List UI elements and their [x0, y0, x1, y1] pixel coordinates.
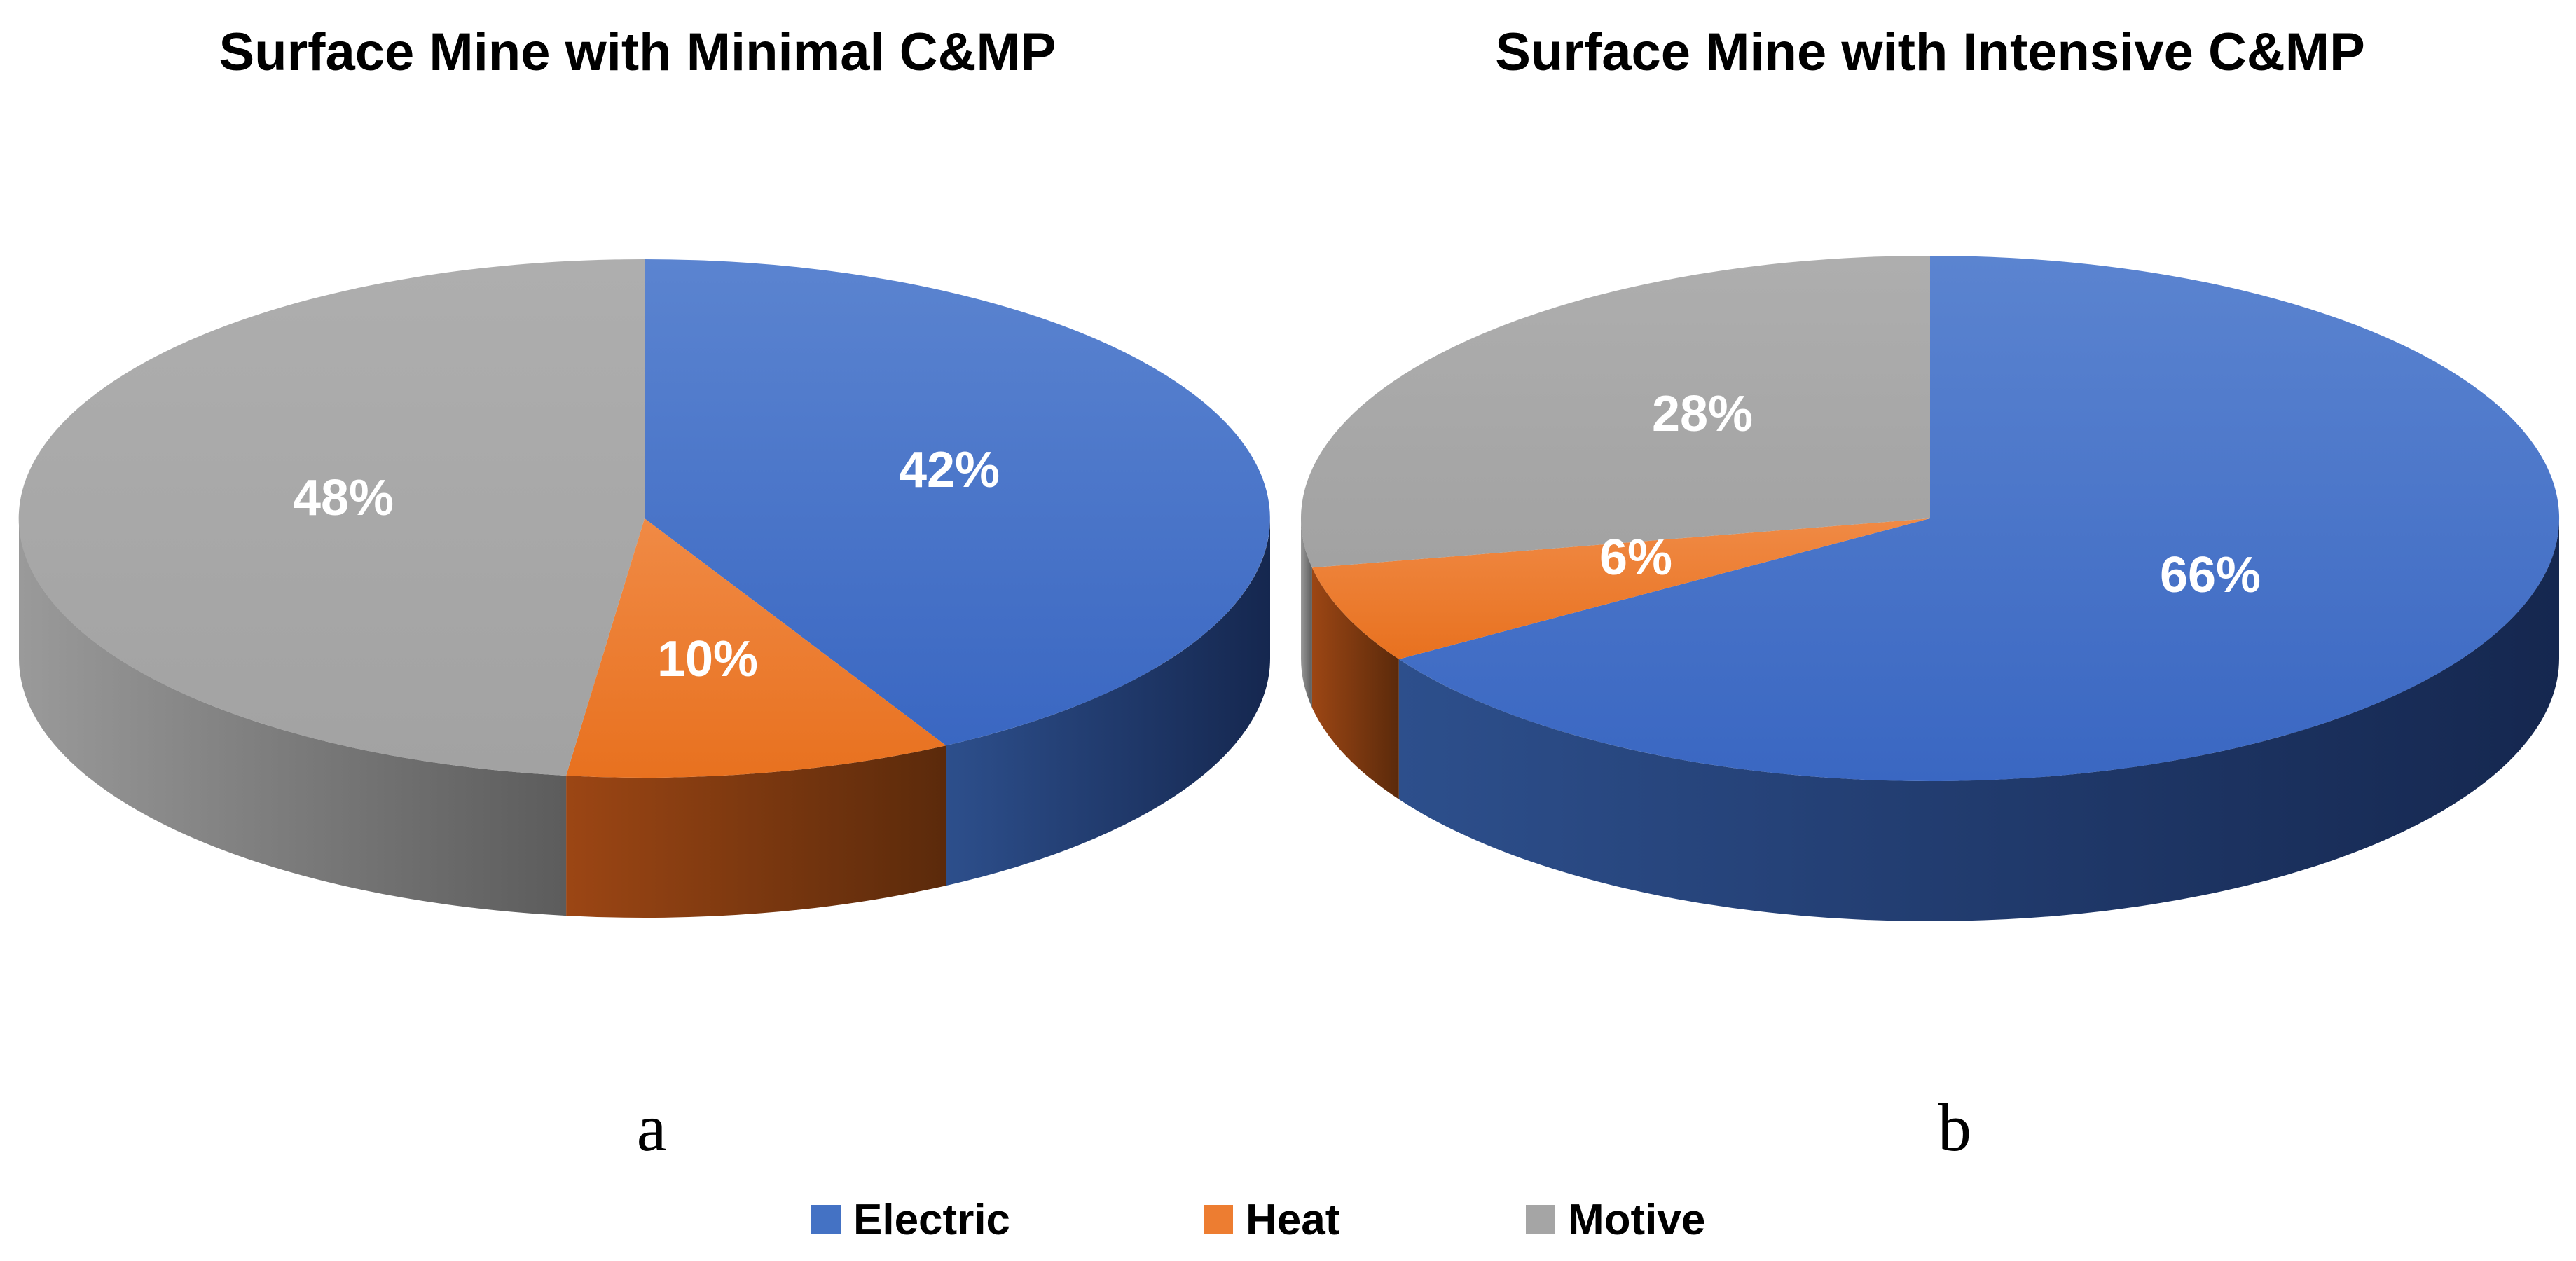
legend: Electric Heat Motive [811, 1196, 1705, 1244]
panel-letter-a: a [637, 1090, 667, 1165]
pie-side-motive-b [1300, 518, 1312, 708]
slice-label-electric-b: 66% [2160, 547, 2261, 603]
slice-label-motive-b: 28% [1652, 386, 1753, 442]
pie-body-b: 66% 6% 28% [1300, 256, 2560, 921]
pie-side-electric-b [1398, 518, 2559, 921]
slice-label-electric-a: 42% [899, 442, 1000, 498]
legend-item-motive: Motive [1526, 1196, 1705, 1244]
pie-side-electric-a [946, 518, 1270, 886]
pie-slice-heat-b [1311, 518, 1930, 659]
pie-body-a: 42% 10% 48% [18, 259, 1270, 918]
pie-slice-motive-b [1300, 256, 1930, 568]
pie-chart-b: Surface Mine with Intensive C&MP 66% 6% 28… [1300, 22, 2560, 1165]
slice-label-motive-a: 48% [293, 470, 394, 526]
panel-letter-b: b [1938, 1090, 1971, 1165]
pie-side-heat-a [566, 745, 946, 918]
pie-chart-a: Surface Mine with Minimal C&MP 42% 10% 48%… [18, 22, 1270, 1165]
slice-label-heat-a: 10% [657, 631, 758, 687]
pie-slice-heat-a [566, 518, 946, 778]
legend-swatch-heat [1204, 1205, 1233, 1234]
legend-label-electric: Electric [853, 1196, 1010, 1244]
chart-title-a: Surface Mine with Minimal C&MP [219, 22, 1056, 82]
chart-title-b: Surface Mine with Intensive C&MP [1495, 22, 2365, 82]
legend-label-heat: Heat [1246, 1196, 1339, 1244]
legend-swatch-electric [811, 1205, 841, 1234]
legend-item-heat: Heat [1204, 1196, 1339, 1244]
pie-slice-electric-a [645, 259, 1270, 746]
pie-slice-motive-a [18, 259, 645, 776]
pie-side-heat-b [1311, 567, 1399, 799]
pie-side-motive-a [18, 518, 567, 916]
pie-slice-electric-b [1398, 256, 2560, 781]
slice-label-heat-b: 6% [1599, 530, 1672, 586]
legend-item-electric: Electric [811, 1196, 1010, 1244]
legend-swatch-motive [1526, 1205, 1555, 1234]
legend-label-motive: Motive [1568, 1196, 1705, 1244]
